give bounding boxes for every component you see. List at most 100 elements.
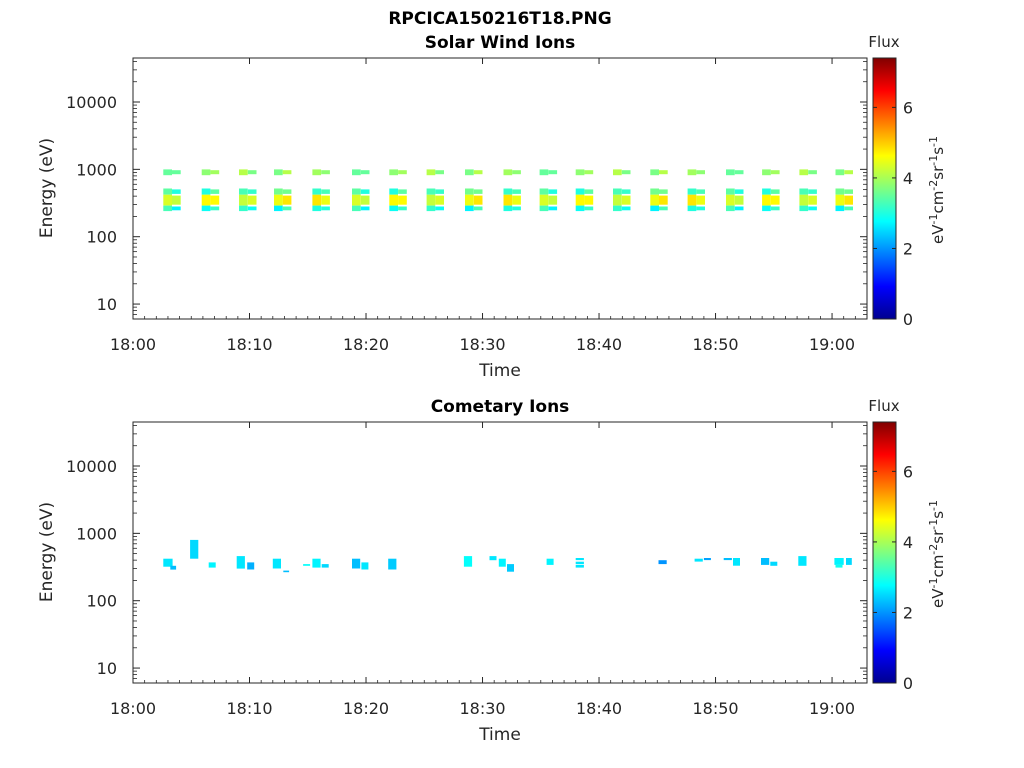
x-tick-label: 18:10 xyxy=(226,335,272,354)
panel-solar-wind-ions: Solar Wind Ions 18:00 18:10 18:20 18:30 18:4… xyxy=(37,33,947,381)
data-cell xyxy=(726,169,735,176)
data-cell xyxy=(236,556,245,569)
data-cell xyxy=(473,195,483,205)
y-axis-label: Energy (eV) xyxy=(37,138,57,238)
data-cell xyxy=(360,170,370,175)
y-tick-label: 10 xyxy=(97,659,117,678)
data-cell xyxy=(489,556,497,561)
data-cell xyxy=(190,539,199,559)
data-cell xyxy=(575,169,585,176)
data-cell xyxy=(389,194,398,206)
data-cell xyxy=(575,188,585,195)
y-axis-label: Energy (eV) xyxy=(37,502,57,602)
colorbar-title: Flux xyxy=(868,397,899,415)
data-cell xyxy=(726,194,735,206)
data-cell xyxy=(426,194,436,206)
data-cell xyxy=(687,169,697,176)
data-cell xyxy=(312,205,322,212)
data-cell xyxy=(321,564,329,568)
data-cell xyxy=(844,195,853,205)
data-cell xyxy=(435,170,444,175)
data-cell xyxy=(398,189,407,194)
data-cell xyxy=(799,194,809,206)
plot-frame xyxy=(132,421,868,684)
data-cell xyxy=(247,170,257,175)
data-cell xyxy=(770,170,780,175)
axes: 18:00 18:10 18:20 18:30 18:40 18:50 19:00 10 100… xyxy=(66,58,867,354)
data-cell xyxy=(389,188,398,195)
figure-title: RPCICA150216T18.PNG xyxy=(388,9,611,29)
spectrogram-data xyxy=(163,539,852,573)
data-cell xyxy=(762,188,771,195)
data-cell xyxy=(283,570,290,573)
data-cell xyxy=(352,169,361,176)
data-cell xyxy=(762,169,771,176)
data-cell xyxy=(808,189,817,194)
data-cell xyxy=(398,206,407,211)
data-cell xyxy=(352,194,361,206)
data-cell xyxy=(172,206,181,211)
data-cell xyxy=(274,194,283,206)
data-cell xyxy=(575,561,584,565)
data-cell xyxy=(210,170,220,175)
data-cell xyxy=(282,195,292,205)
colorbar-label: eV-1cm-2sr-1s-1 xyxy=(927,500,948,608)
x-tick-label: 18:40 xyxy=(576,335,622,354)
colorbar-tick-label: 2 xyxy=(903,239,913,258)
y-tick-label: 10000 xyxy=(66,457,117,476)
data-cell xyxy=(239,188,248,195)
data-cell xyxy=(208,562,216,568)
data-cell xyxy=(650,205,659,212)
data-cell xyxy=(361,562,369,570)
data-cell xyxy=(512,170,521,175)
data-cell xyxy=(734,206,744,211)
data-cell xyxy=(465,169,474,176)
data-cell xyxy=(548,170,558,175)
data-cell xyxy=(799,169,809,176)
x-tick-label: 18:20 xyxy=(343,335,389,354)
data-cell xyxy=(799,205,809,212)
data-cell xyxy=(303,564,311,566)
data-cell xyxy=(726,188,735,195)
data-cell xyxy=(247,562,255,570)
data-cell xyxy=(696,189,705,194)
x-tick-label: 18:30 xyxy=(459,699,505,718)
data-cell xyxy=(761,558,770,565)
data-cell xyxy=(201,194,211,206)
x-tick-label: 18:00 xyxy=(110,699,156,718)
data-cell xyxy=(352,188,361,195)
data-cell xyxy=(659,170,668,175)
data-cell xyxy=(352,558,361,569)
x-axis-label: Time xyxy=(478,725,521,745)
data-cell xyxy=(734,195,744,205)
data-cell xyxy=(808,195,817,205)
data-cell xyxy=(503,188,513,195)
data-cell xyxy=(163,205,172,212)
data-cell xyxy=(163,188,172,195)
panel-title: Cometary Ions xyxy=(431,397,570,417)
data-cell xyxy=(210,195,220,205)
data-cell xyxy=(321,206,330,211)
data-cell xyxy=(247,189,257,194)
data-cell xyxy=(360,195,370,205)
data-cell xyxy=(770,206,780,211)
data-cell xyxy=(835,169,845,176)
data-cell xyxy=(658,560,667,565)
data-cell xyxy=(844,206,853,211)
data-cell xyxy=(613,205,622,212)
data-cell xyxy=(473,189,483,194)
data-cell xyxy=(274,169,283,176)
data-cell xyxy=(548,195,558,205)
data-cell xyxy=(312,194,322,206)
data-cell xyxy=(389,169,398,176)
data-cell xyxy=(621,189,631,194)
data-cell xyxy=(723,558,732,561)
x-tick-label: 18:50 xyxy=(692,335,738,354)
data-cell xyxy=(321,189,330,194)
data-cell xyxy=(389,205,398,212)
data-cell xyxy=(548,206,558,211)
x-tick-label: 18:00 xyxy=(110,335,156,354)
data-cell xyxy=(546,558,554,565)
data-cell xyxy=(435,195,444,205)
data-cell xyxy=(503,169,513,176)
